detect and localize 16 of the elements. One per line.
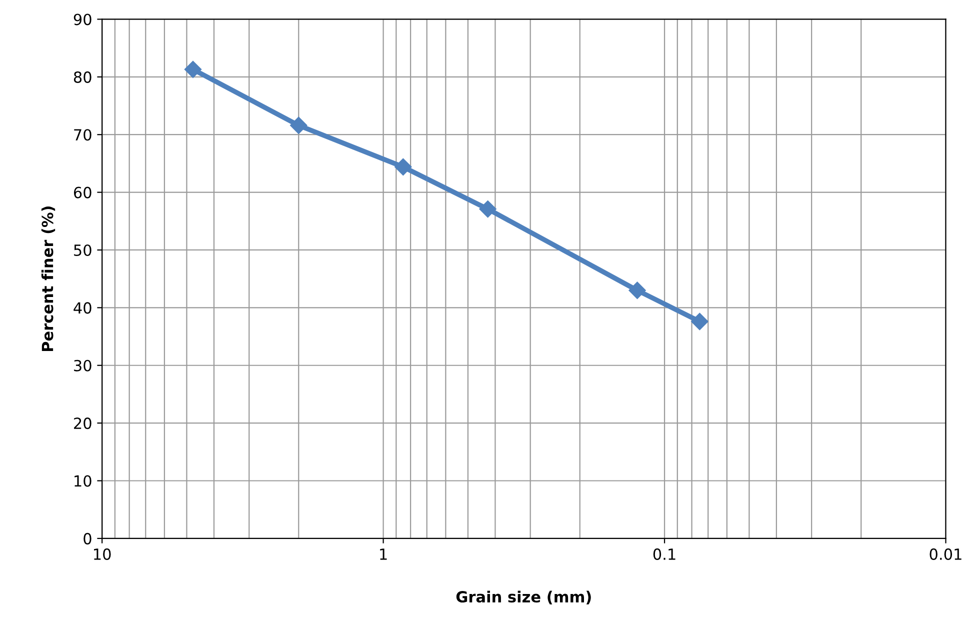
y-tick-label: 30	[74, 360, 92, 372]
x-tick-label: 0.1	[653, 548, 676, 560]
y-tick-label: 20	[74, 418, 92, 430]
x-tick-label: 10	[94, 548, 111, 560]
x-tick-label: 0.01	[930, 548, 962, 560]
y-tick-label: 70	[74, 129, 92, 141]
y-axis-title: Percent finer (%)	[41, 206, 56, 352]
x-tick-label: 1	[380, 548, 387, 560]
x-axis-title: Grain size (mm)	[456, 590, 591, 604]
y-tick-label: 10	[74, 475, 92, 487]
y-tick-label: 80	[74, 71, 92, 83]
y-tick-label: 90	[74, 14, 92, 26]
y-tick-label: 0	[84, 532, 92, 544]
y-tick-label: 50	[74, 244, 92, 256]
y-tick-label: 40	[74, 302, 92, 314]
y-tick-label: 60	[74, 186, 92, 198]
